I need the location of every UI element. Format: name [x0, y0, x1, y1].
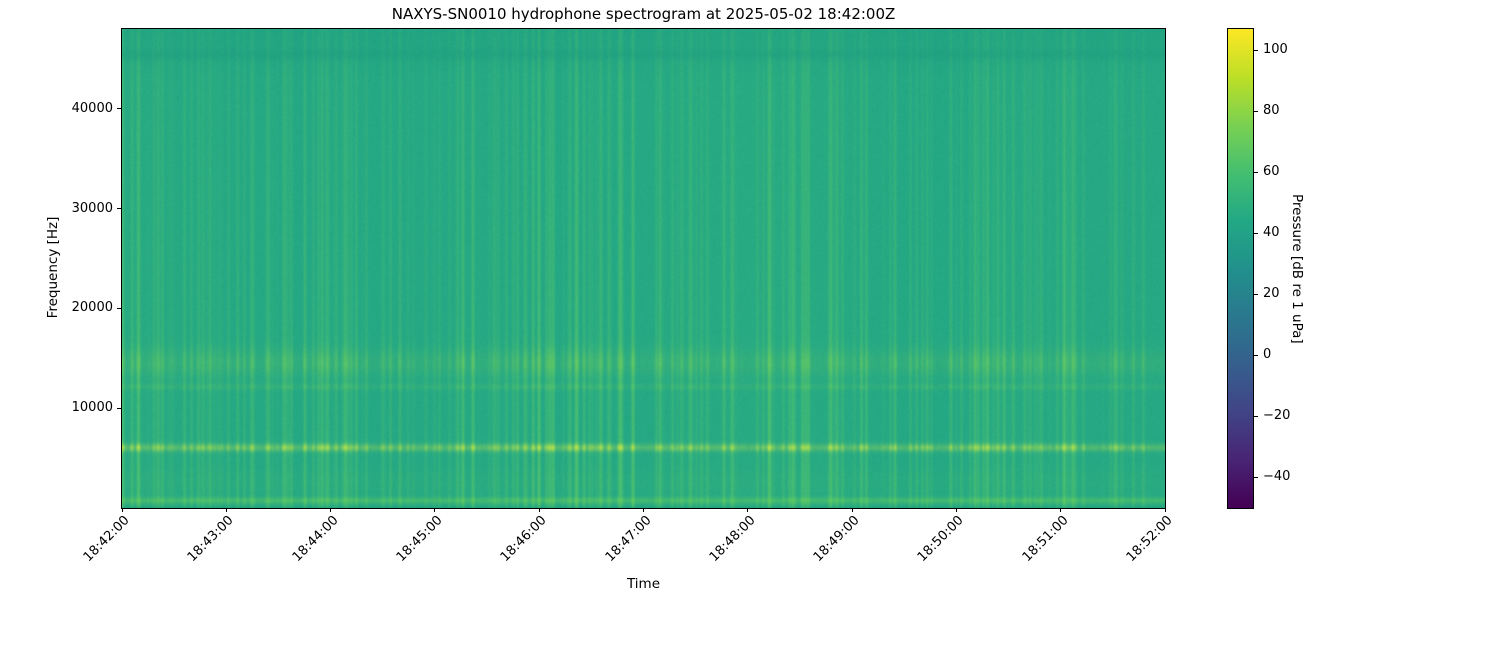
colorbar-tick — [1254, 171, 1258, 173]
colorbar-tick-label: 40 — [1263, 225, 1280, 241]
y-tick-label: 20000 — [71, 300, 113, 316]
x-tick — [747, 508, 749, 512]
colorbar — [1227, 28, 1254, 509]
y-tick — [117, 407, 121, 409]
y-tick-label: 30000 — [71, 200, 113, 216]
y-tick — [117, 108, 121, 110]
plot-title: NAXYS-SN0010 hydrophone spectrogram at 2… — [391, 5, 896, 23]
x-tick — [330, 508, 332, 512]
colorbar-tick — [1254, 49, 1258, 51]
x-tick — [1164, 508, 1166, 512]
colorbar-tick-label: −20 — [1263, 408, 1291, 424]
x-tick — [643, 508, 644, 512]
y-tick-label: 40000 — [71, 100, 113, 116]
colorbar-tick-label: −40 — [1263, 469, 1291, 485]
colorbar-tick-label: 0 — [1263, 347, 1272, 363]
colorbar-tick-label: 60 — [1263, 164, 1280, 180]
colorbar-tick — [1254, 232, 1258, 234]
x-tick — [121, 508, 123, 512]
x-tick — [1060, 508, 1062, 512]
x-tick — [434, 508, 436, 512]
y-tick — [117, 208, 121, 210]
x-axis-label: Time — [626, 576, 661, 592]
x-tick — [955, 508, 957, 512]
y-tick-label: 10000 — [71, 400, 113, 416]
colorbar-tick-label: 80 — [1263, 103, 1280, 119]
colorbar-tick — [1254, 415, 1258, 417]
x-tick — [225, 508, 227, 512]
figure-root: { "chart_data": { "type": "heatmap", "su… — [45, 5, 1305, 592]
colorbar-tick-label: 20 — [1263, 286, 1280, 302]
colorbar-tick-label: 100 — [1263, 42, 1288, 58]
x-tick — [538, 508, 540, 512]
colorbar-tick — [1254, 354, 1258, 356]
colorbar-tick — [1254, 293, 1258, 295]
colorbar-tick — [1254, 476, 1258, 478]
spectrogram-canvas — [122, 29, 1165, 508]
x-tick — [851, 508, 853, 512]
colorbar-label: Pressure [dB re 1 uPa] — [1289, 193, 1305, 344]
y-tick — [117, 307, 121, 309]
colorbar-tick — [1254, 110, 1258, 112]
